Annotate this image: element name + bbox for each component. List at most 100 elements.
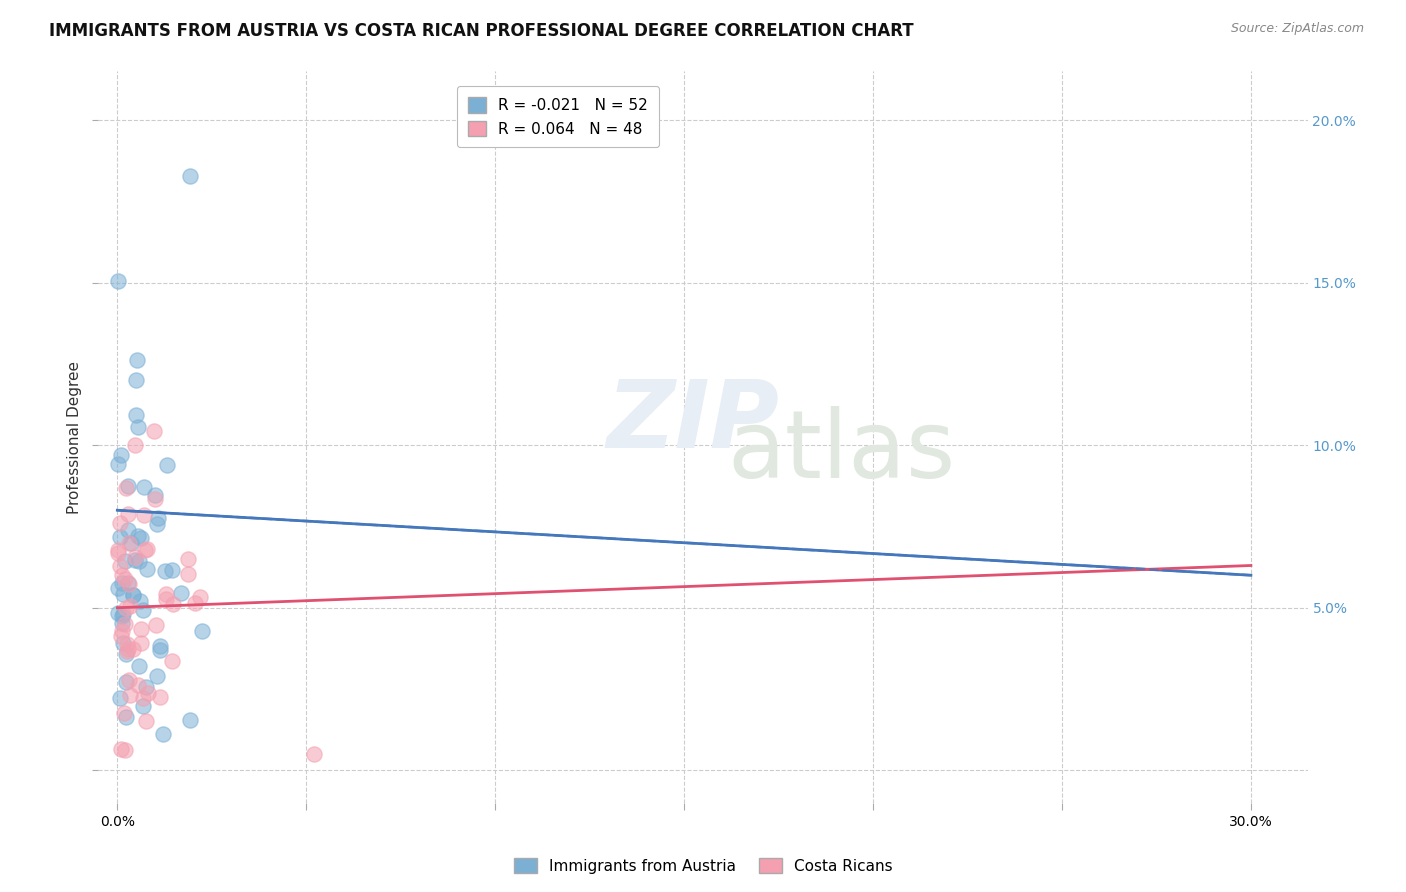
Point: [132, 690, 155, 705]
Point: [184, 597, 207, 611]
Point: [124, 373, 146, 387]
Point: [152, 727, 174, 741]
Point: [112, 706, 135, 720]
Point: [132, 698, 155, 713]
Point: [115, 482, 138, 496]
Point: [127, 420, 149, 434]
Point: [128, 554, 150, 568]
Point: [114, 572, 136, 586]
Point: [148, 510, 170, 524]
Point: [111, 609, 134, 624]
Point: [149, 690, 172, 704]
Point: [124, 553, 146, 567]
Point: [107, 274, 129, 288]
Point: [115, 710, 138, 724]
Y-axis label: Professional Degree: Professional Degree: [67, 360, 83, 514]
Point: [146, 516, 169, 531]
Point: [191, 624, 214, 638]
Point: [120, 599, 142, 613]
Point: [129, 532, 152, 546]
Point: [110, 568, 132, 582]
Point: [177, 551, 200, 566]
Point: [117, 508, 139, 522]
Point: [162, 597, 184, 611]
Point: [160, 654, 183, 668]
Point: [145, 618, 167, 632]
Point: [132, 603, 155, 617]
Point: [124, 549, 146, 564]
Point: [129, 622, 152, 636]
Point: [135, 680, 157, 694]
Text: IMMIGRANTS FROM AUSTRIA VS COSTA RICAN PROFESSIONAL DEGREE CORRELATION CHART: IMMIGRANTS FROM AUSTRIA VS COSTA RICAN P…: [49, 22, 914, 40]
Point: [129, 636, 152, 650]
Point: [135, 714, 157, 729]
Point: [128, 658, 150, 673]
Point: [110, 741, 132, 756]
Point: [132, 508, 155, 522]
Legend: R = -0.021   N = 52, R = 0.064   N = 48: R = -0.021 N = 52, R = 0.064 N = 48: [457, 87, 659, 147]
Point: [124, 438, 146, 452]
Point: [115, 643, 138, 657]
Point: [110, 449, 132, 463]
Point: [122, 588, 145, 602]
Point: [134, 480, 156, 494]
Point: [117, 641, 139, 656]
Point: [120, 536, 142, 550]
Point: [114, 743, 136, 757]
Point: [302, 747, 325, 761]
Point: [118, 577, 141, 591]
Point: [117, 575, 139, 590]
Point: [146, 668, 169, 682]
Point: [107, 582, 129, 596]
Point: [107, 458, 129, 472]
Point: [107, 545, 129, 559]
Point: [177, 567, 200, 582]
Point: [117, 479, 139, 493]
Point: [148, 640, 170, 654]
Point: [115, 601, 138, 615]
Point: [155, 592, 177, 607]
Point: [127, 353, 149, 368]
Point: [107, 543, 129, 558]
Legend: Immigrants from Austria, Costa Ricans: Immigrants from Austria, Costa Ricans: [508, 852, 898, 880]
Point: [127, 529, 149, 543]
Point: [108, 530, 131, 544]
Point: [143, 491, 166, 506]
Point: [115, 647, 138, 661]
Point: [143, 424, 166, 438]
Point: [127, 678, 149, 692]
Point: [117, 523, 139, 537]
Point: [111, 615, 134, 630]
Point: [155, 458, 177, 472]
Point: [112, 636, 135, 650]
Point: [121, 588, 143, 602]
Point: [111, 607, 134, 621]
Point: [114, 616, 136, 631]
Point: [108, 559, 131, 574]
Point: [125, 409, 148, 423]
Point: [110, 691, 132, 706]
Point: [129, 594, 152, 608]
Point: [135, 562, 157, 576]
Text: ZIP: ZIP: [606, 376, 779, 468]
Point: [118, 688, 141, 702]
Point: [179, 169, 201, 184]
Point: [111, 624, 134, 639]
Point: [136, 686, 159, 700]
Point: [155, 587, 177, 601]
Point: [115, 637, 138, 651]
Point: [153, 565, 176, 579]
Point: [107, 607, 129, 621]
Point: [188, 590, 211, 604]
Point: [135, 542, 157, 557]
Point: [110, 629, 132, 643]
Text: atlas: atlas: [727, 406, 956, 498]
Point: [111, 587, 134, 601]
Point: [121, 642, 143, 657]
Point: [179, 714, 201, 728]
Point: [170, 586, 193, 600]
Point: [118, 673, 141, 687]
Point: [114, 554, 136, 568]
Point: [114, 674, 136, 689]
Text: Source: ZipAtlas.com: Source: ZipAtlas.com: [1230, 22, 1364, 36]
